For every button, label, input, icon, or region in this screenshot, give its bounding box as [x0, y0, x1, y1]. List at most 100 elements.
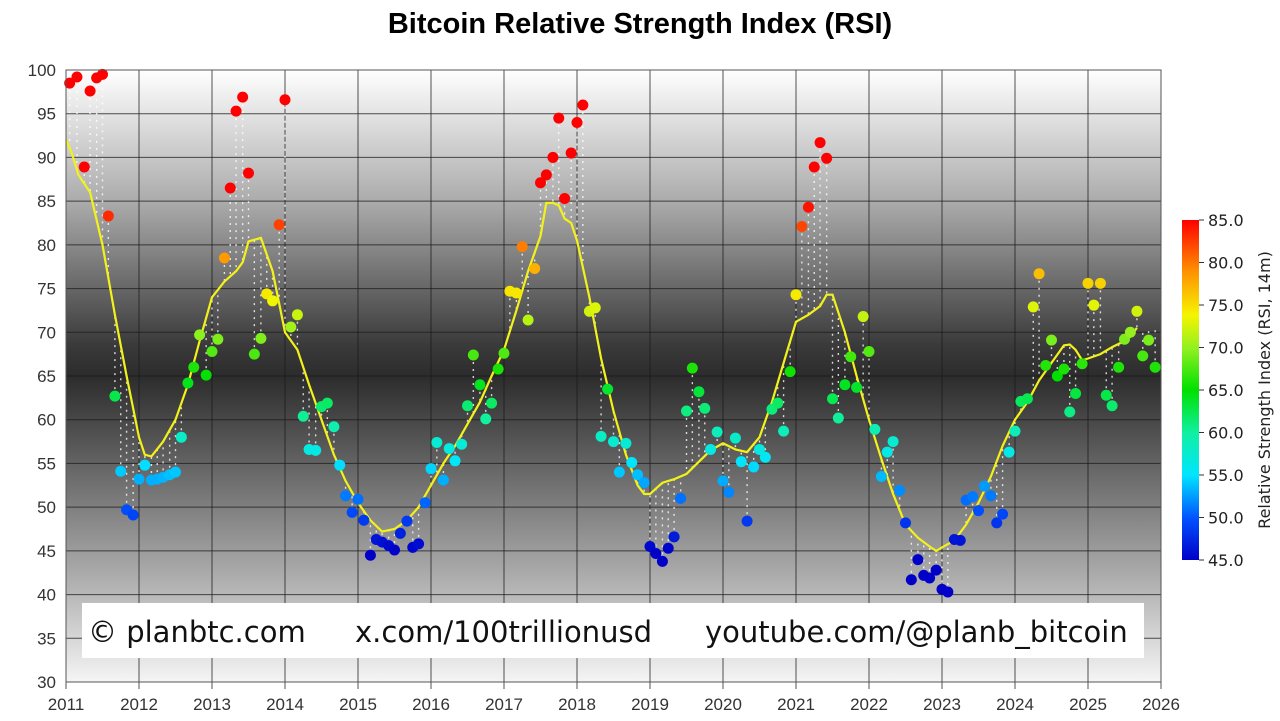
rsi-point [1082, 277, 1094, 289]
rsi-point [1100, 389, 1112, 401]
rsi-point [102, 210, 114, 222]
rsi-point [529, 262, 541, 274]
colorbar-tick-label: 55.0 [1208, 466, 1244, 485]
x-tick-label: 2023 [923, 695, 961, 714]
rsi-point [84, 85, 96, 97]
y-tick-label: 60 [37, 411, 56, 430]
rsi-point [218, 252, 230, 264]
rsi-point [78, 161, 90, 173]
colorbar-tick-label: 65.0 [1208, 381, 1244, 400]
colorbar-label: Relative Strength Index (RSI, 14m) [1255, 251, 1274, 529]
rsi-point [194, 329, 206, 341]
rsi-point [656, 555, 668, 567]
watermark-box [82, 603, 1144, 658]
rsi-point [1106, 400, 1118, 412]
rsi-point [1137, 350, 1149, 362]
rsi-point [577, 99, 589, 111]
rsi-point [462, 400, 473, 412]
rsi-point [985, 490, 997, 502]
rsi-point [1046, 334, 1057, 346]
y-axis-ticks: 30 35 40 45 50 55 60 65 70 75 80 85 90 95 100 [28, 61, 56, 692]
rsi-point [1143, 334, 1155, 346]
rsi-point [589, 302, 601, 314]
rsi-point [759, 451, 771, 463]
rsi-point [894, 485, 906, 497]
plot-frame [65, 69, 1162, 683]
colorbar-tick-label: 75.0 [1208, 296, 1244, 315]
rsi-point [620, 437, 632, 449]
rsi-point [1070, 387, 1082, 399]
rsi-point [650, 547, 662, 559]
rsi-point [832, 412, 844, 424]
x-tick-label: 2014 [266, 695, 304, 714]
rsi-point [778, 425, 790, 437]
rsi-point [64, 77, 76, 89]
rsi-point [1003, 446, 1015, 458]
rsi-point [900, 517, 911, 529]
rsi-point [553, 112, 565, 124]
rsi-point [248, 348, 260, 360]
rsi-point [784, 366, 796, 378]
rsi-point [1113, 361, 1125, 373]
y-tick-label: 100 [28, 61, 56, 80]
rsi-point [675, 492, 687, 504]
rsi-point [814, 137, 826, 149]
rsi-point [224, 182, 236, 194]
rsi-point [206, 346, 218, 358]
rsi-point [170, 466, 181, 478]
watermark-youtube: youtube.com/@planb_bitcoin [705, 615, 1128, 649]
rsi-point [613, 466, 625, 478]
rsi-point [1027, 301, 1039, 313]
rsi-point [394, 527, 406, 539]
rsi-point [237, 91, 249, 103]
rsi-point [608, 436, 619, 448]
rsi-point [1088, 299, 1100, 311]
rsi-point [1131, 305, 1143, 317]
rsi-point [535, 177, 546, 189]
rsi-point [559, 193, 571, 205]
x-tick-label: 2012 [120, 695, 158, 714]
rsi-point [498, 347, 510, 359]
rsi-point [321, 397, 333, 409]
rsi-point [632, 469, 644, 481]
rsi-point [328, 421, 340, 433]
rsi-point [212, 333, 224, 345]
rsi-point [772, 397, 784, 409]
rsi-point [340, 490, 352, 502]
rsi-point [540, 169, 552, 181]
rsi-point [267, 295, 279, 307]
rsi-point [662, 542, 674, 554]
colorbar-tick-label: 85.0 [1208, 211, 1244, 230]
rsi-point [796, 220, 808, 232]
rsi-point [480, 413, 492, 425]
y-tick-label: 40 [37, 586, 56, 605]
x-tick-label: 2026 [1142, 695, 1180, 714]
x-tick-label: 2024 [996, 695, 1034, 714]
rsi-point [334, 459, 346, 471]
x-tick-label: 2025 [1069, 695, 1107, 714]
rsi-point [705, 443, 717, 455]
rsi-point [358, 514, 370, 526]
rsi-point [467, 349, 479, 361]
rsi-point [717, 475, 729, 487]
rsi-point [297, 410, 309, 422]
rsi-point [839, 379, 851, 391]
rsi-point [930, 564, 942, 576]
rsi-point [967, 491, 979, 503]
y-tick-label: 85 [37, 192, 56, 211]
rsi-point [735, 456, 747, 468]
colorbar-tick-label: 60.0 [1208, 424, 1244, 443]
rsi-point [863, 346, 875, 358]
rsi-point [668, 531, 680, 543]
rsi-point [310, 444, 322, 456]
rsi-point [881, 446, 893, 458]
rsi-point [1149, 361, 1161, 373]
rsi-point [602, 383, 614, 395]
rsi-point [723, 486, 735, 498]
rsi-point [748, 461, 760, 473]
rsi-points [64, 68, 1161, 598]
rsi-point [1094, 277, 1106, 289]
rsi-point [1009, 425, 1021, 437]
colorbar-ticks: 45.0 50.0 55.0 60.0 65.0 70.0 75.0 80.0 85.0 [1199, 211, 1244, 570]
rsi-point [279, 94, 291, 106]
